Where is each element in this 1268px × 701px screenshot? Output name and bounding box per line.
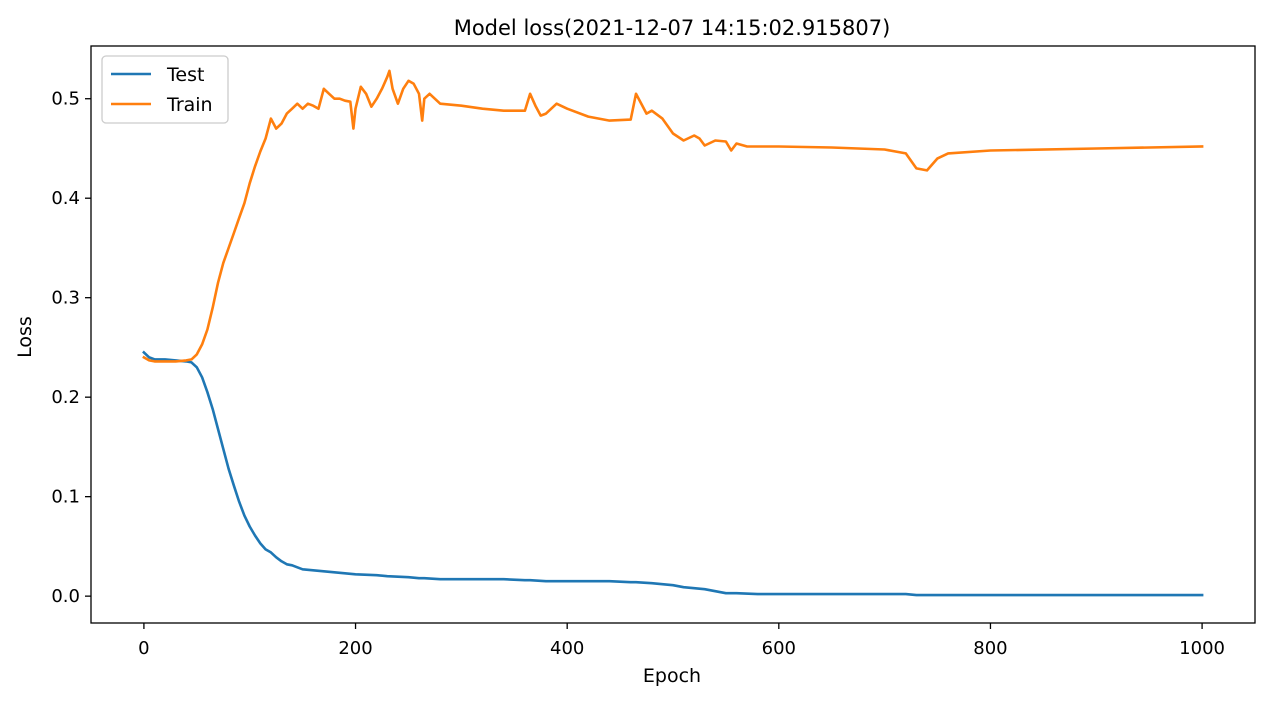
axes-frame (90, 45, 1256, 624)
series-group (142, 69, 1204, 597)
chart-title: Model loss(2021-12-07 14:15:02.915807) (454, 16, 891, 40)
x-tick-label: 800 (973, 638, 1007, 659)
y-tick-label: 0.4 (51, 188, 80, 209)
x-tick-label: 1000 (1179, 638, 1225, 659)
x-tick-label: 400 (550, 638, 584, 659)
series-line-test (142, 350, 1204, 597)
y-tick-label: 0.2 (51, 387, 80, 408)
y-tick-label: 0.3 (51, 288, 80, 309)
legend-label-test: Test (166, 64, 204, 86)
legend-label-train: Train (166, 94, 213, 116)
legend: Test Train (101, 55, 229, 124)
y-tick-label: 0.1 (51, 487, 80, 508)
y-axis-label: Loss (14, 316, 36, 358)
series-line-train (142, 69, 1204, 363)
y-tick-label: 0.0 (51, 586, 80, 607)
x-axis-label: Epoch (643, 665, 701, 687)
x-tick-label: 0 (138, 638, 149, 659)
x-tick-label: 600 (762, 638, 796, 659)
plot-area: 0 200 400 600 800 1000 0.0 0.1 0.2 0.3 0.4 0.5 (51, 45, 1256, 659)
x-tick-label: 200 (338, 638, 372, 659)
y-tick-label: 0.5 (51, 89, 80, 110)
